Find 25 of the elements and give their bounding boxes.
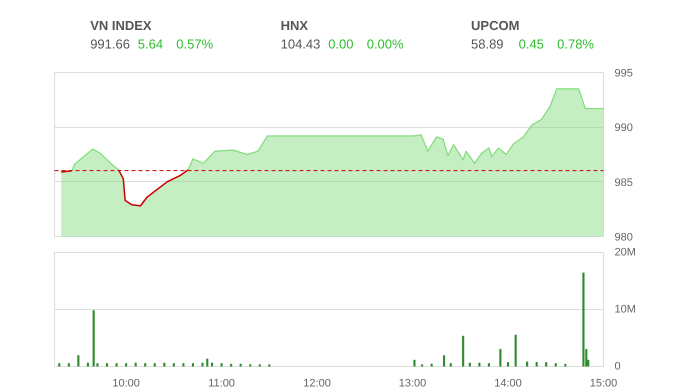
x-tick-label: 13:00 bbox=[398, 378, 426, 390]
data-label: 104.43 bbox=[280, 36, 320, 52]
category-label: UPCOM bbox=[471, 18, 520, 34]
data-label: 0.00 bbox=[328, 36, 354, 52]
y-tick-label: 995 bbox=[614, 68, 633, 80]
data-label: 0.45 bbox=[518, 36, 544, 52]
data-label: 5.64 bbox=[138, 36, 164, 52]
y-tick-label: 0 bbox=[614, 360, 621, 372]
y-tick-label: 10M bbox=[614, 304, 636, 316]
y-tick-label: 20M bbox=[614, 246, 636, 258]
data-label: 991.66 bbox=[90, 36, 130, 52]
category-label: HNX bbox=[280, 18, 308, 34]
x-tick-label: 15:00 bbox=[590, 378, 618, 390]
x-tick-label: 10:00 bbox=[112, 378, 140, 390]
category-label: VN INDEX bbox=[90, 18, 152, 34]
y-tick-label: 990 bbox=[614, 122, 633, 134]
data-label: 0.78% bbox=[557, 36, 594, 52]
data-label: 0.00% bbox=[366, 36, 404, 52]
y-tick-label: 985 bbox=[614, 176, 633, 189]
x-tick-label: 11:00 bbox=[208, 378, 235, 390]
x-tick-label: 14:00 bbox=[494, 378, 522, 390]
data-label: 0.57% bbox=[176, 36, 214, 52]
y-tick-label: 980 bbox=[614, 232, 633, 244]
data-label: 58.89 bbox=[471, 36, 504, 52]
x-tick-label: 12:00 bbox=[303, 378, 331, 390]
